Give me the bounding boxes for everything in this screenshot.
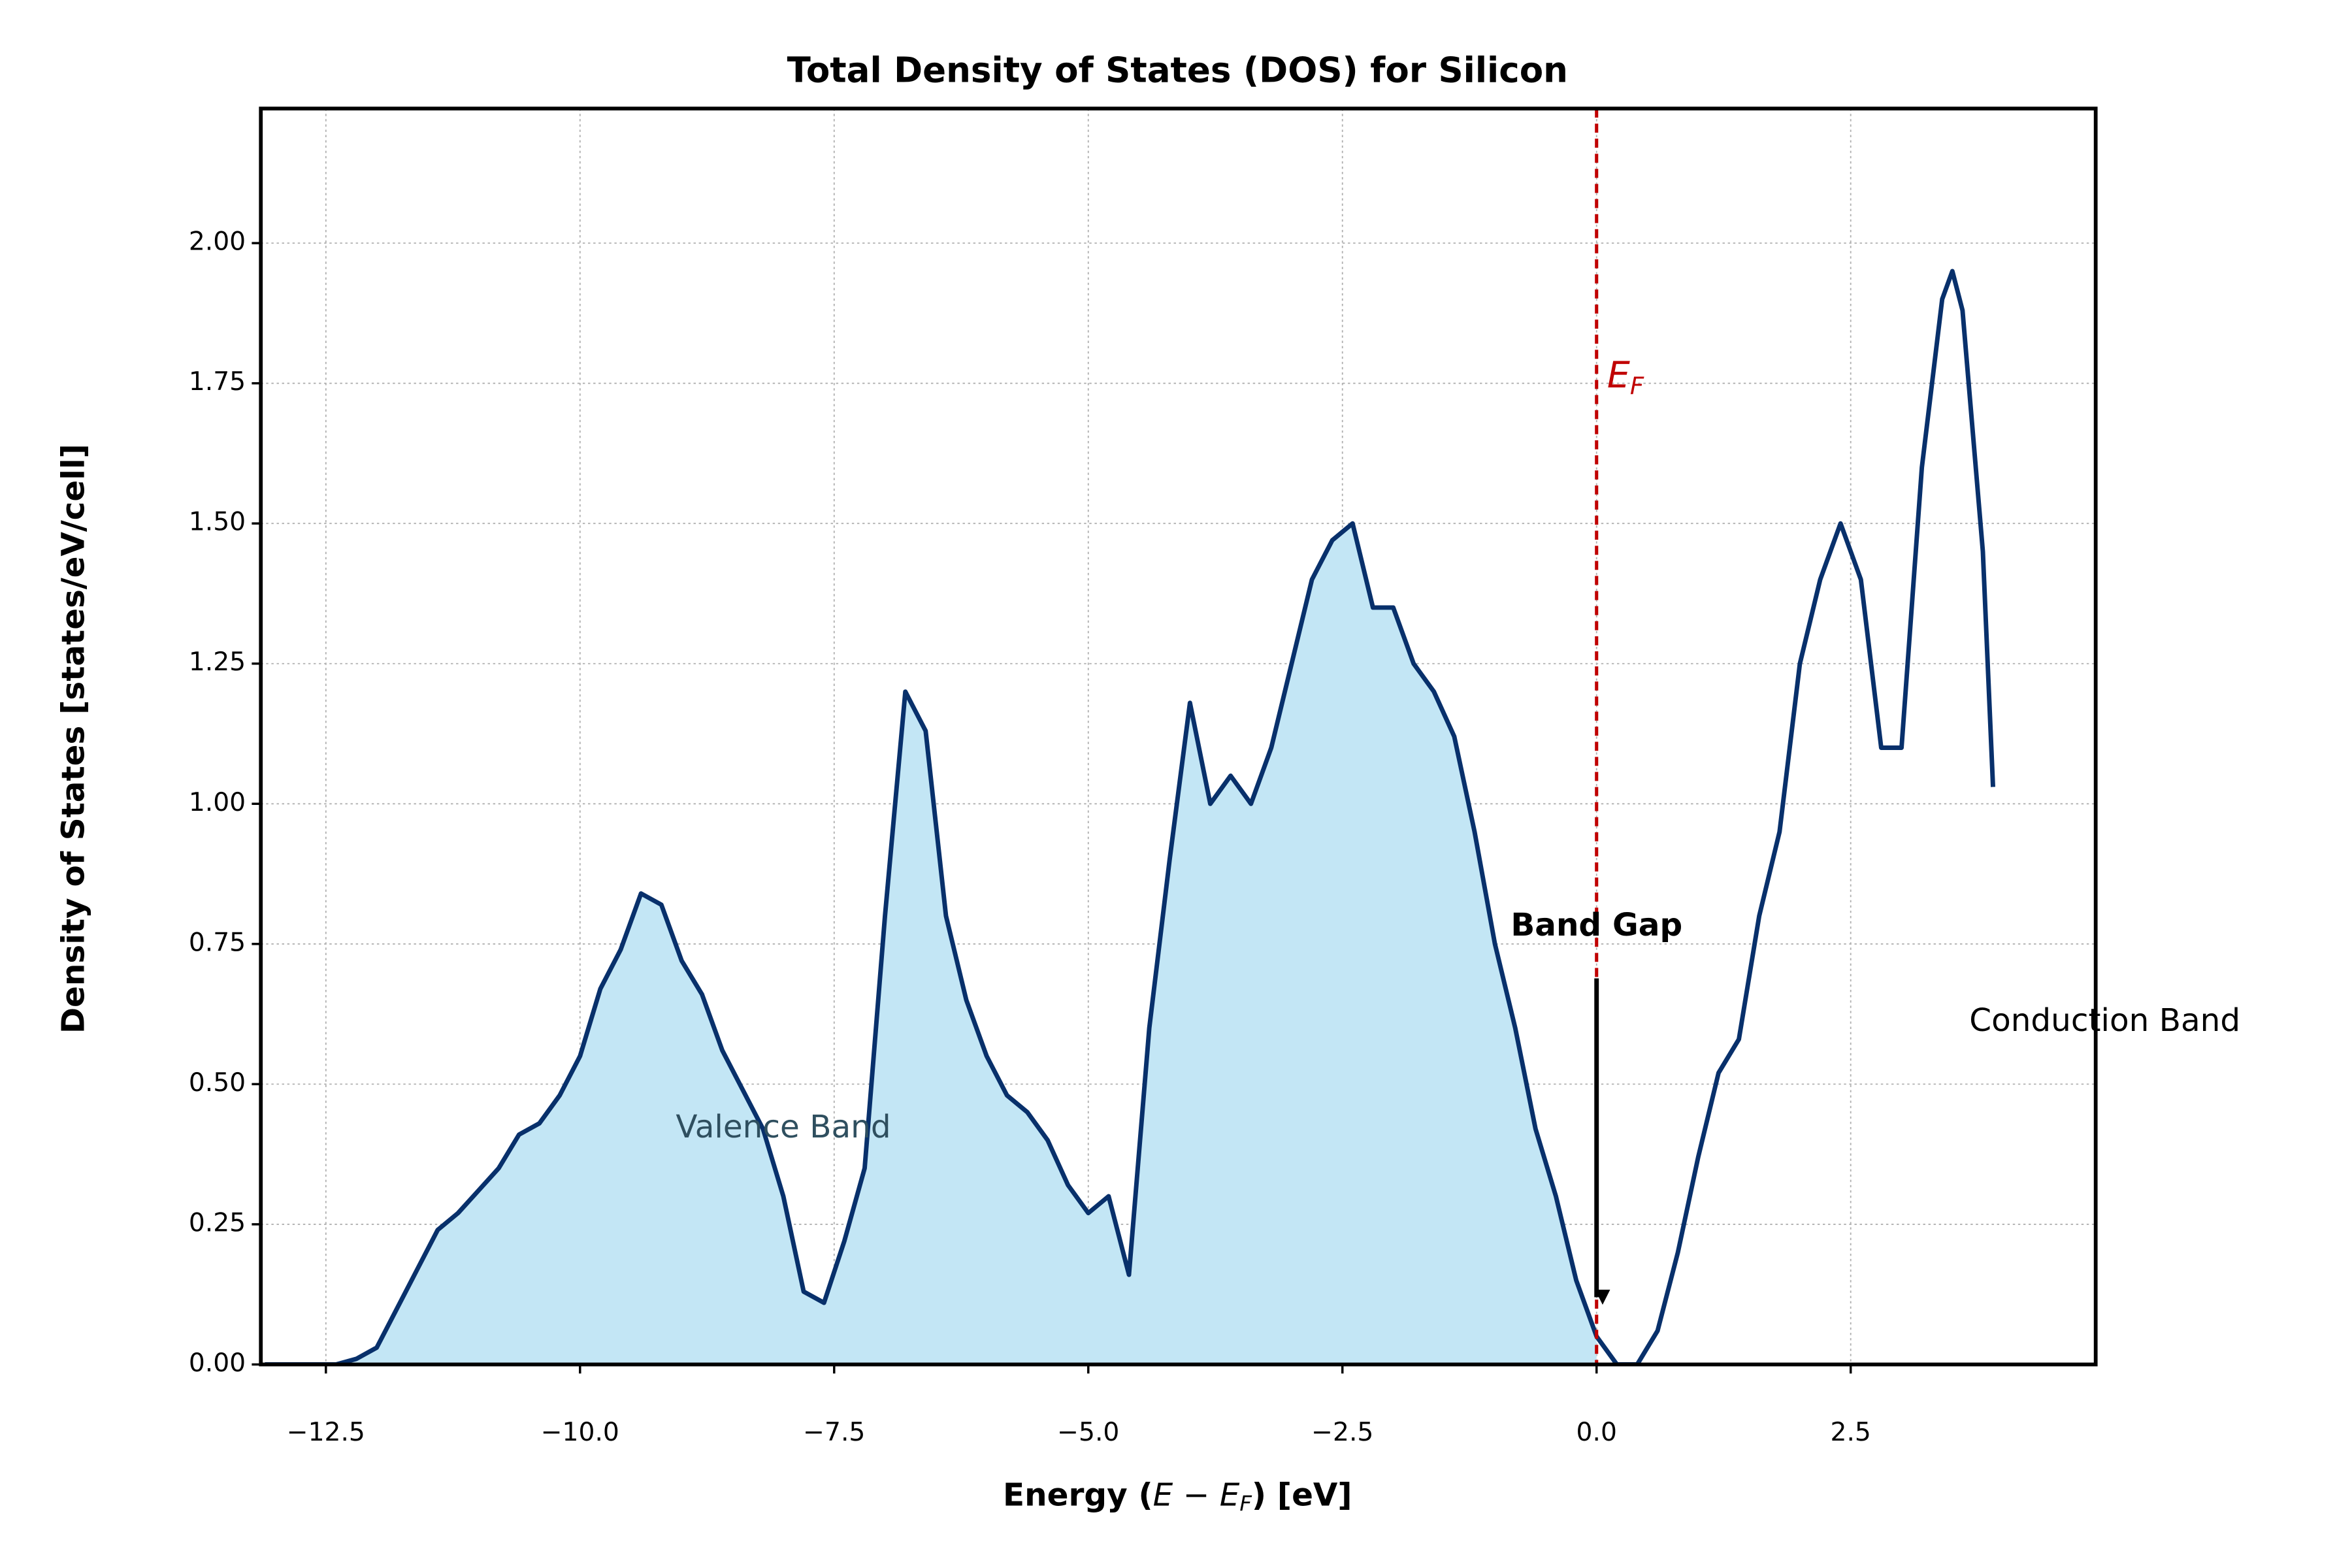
x-tick-label: −7.5	[803, 1418, 865, 1447]
y-tick-label: 1.25	[189, 647, 246, 677]
fermi-label-part: F	[1630, 371, 1644, 399]
ticks: −12.5 −10.0 −7.5 −5.0 −2.5 0.0 2.5 0.00 0.25 0.50…	[189, 227, 1871, 1448]
dos-fill	[336, 523, 1597, 1365]
x-tick-label: −10.0	[541, 1418, 619, 1447]
chart-title: Total Density of States (DOS) for Silico…	[787, 50, 1568, 90]
annotations: Band Gap Valence Band Conduction Band	[676, 907, 2240, 1305]
y-tick-label: 2.00	[189, 227, 246, 257]
x-label-part: E	[1153, 1477, 1173, 1514]
dos-line	[265, 269, 1995, 1365]
x-tick-label: 2.5	[1831, 1418, 1871, 1447]
y-tick-label: 0.50	[189, 1068, 246, 1098]
fermi-label-part: E	[1607, 355, 1630, 397]
y-tick-label: 1.75	[189, 367, 246, 397]
annotation-text: Valence Band	[676, 1109, 890, 1145]
x-tick-label: −5.0	[1057, 1418, 1119, 1447]
annotation-text: Band Gap	[1511, 907, 1682, 943]
y-tick-label: 1.50	[189, 508, 246, 537]
x-tick-label: 0.0	[1576, 1418, 1617, 1447]
x-label-part: E	[1220, 1477, 1240, 1514]
y-tick-label: 0.00	[189, 1348, 246, 1378]
y-tick-label: 0.25	[189, 1208, 246, 1237]
x-label-part: ) [eV]	[1252, 1477, 1352, 1514]
y-tick-label: 0.75	[189, 928, 246, 957]
x-axis-label: Energy (E − EF) [eV]	[1003, 1477, 1352, 1516]
fermi-label: EF	[1607, 355, 1644, 399]
y-tick-label: 1.00	[189, 788, 246, 817]
x-tick-label: −2.5	[1311, 1418, 1373, 1447]
x-tick-label: −12.5	[287, 1418, 365, 1447]
annotation-text: Conduction Band	[1969, 1002, 2240, 1039]
y-axis-label: Density of States [states/eV/cell]	[55, 444, 91, 1034]
x-label-part: −	[1173, 1477, 1219, 1514]
axes-frame	[259, 106, 2098, 1367]
plot-area	[265, 108, 1995, 1365]
x-label-part: F	[1239, 1491, 1252, 1516]
x-label-part: Energy (	[1003, 1477, 1153, 1514]
